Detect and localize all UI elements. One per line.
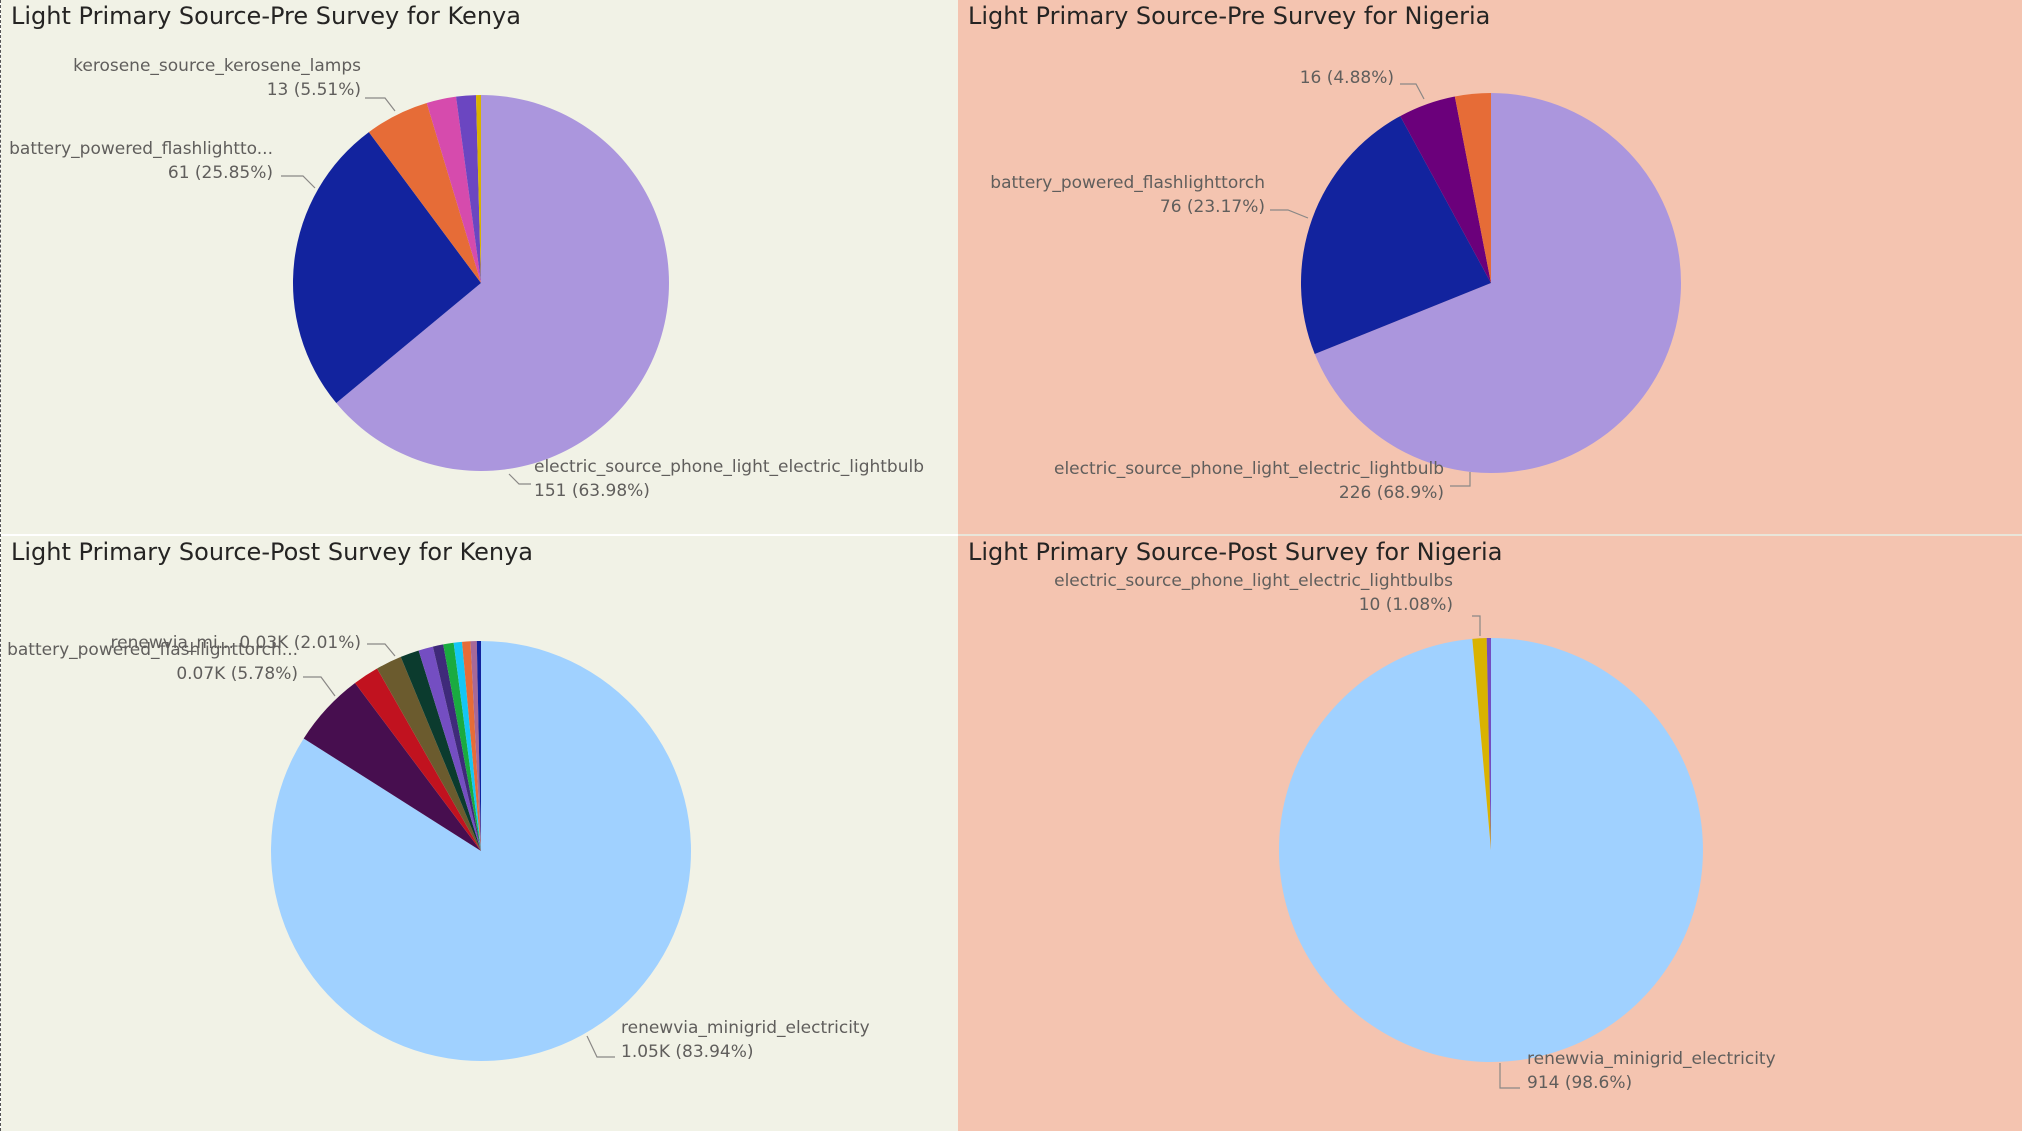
slice-category-label-0: electric_source_phone_light_electric_lig… — [534, 457, 924, 477]
slice-category-label-1: battery_powered_flashlighttorch — [990, 173, 1265, 193]
pie-slice-9[interactable] — [462, 641, 481, 851]
panel-post-nigeria: Light Primary Source-Post Survey for Nig… — [958, 536, 2022, 1131]
pie-slice-0[interactable] — [1314, 93, 1681, 473]
slice-category-label-0: renewvia_minigrid_electricity — [621, 1018, 870, 1038]
pie-slice-10[interactable] — [470, 641, 481, 851]
panel-pre-nigeria: Light Primary Source-Pre Survey for Nige… — [958, 0, 2022, 534]
pie-slice-1[interactable] — [292, 132, 481, 403]
slice-data-label-1: 76 (23.17%) — [1160, 197, 1265, 217]
panel-pre-kenya: Light Primary Source-Pre Survey for Keny… — [1, 0, 958, 534]
panel-divider — [958, 534, 2022, 536]
panel-post-kenya: Light Primary Source-Post Survey for Ken… — [1, 536, 958, 1131]
leader-line-0 — [1450, 472, 1471, 487]
slice-category-label-1: electric_source_phone_light_electric_lig… — [1054, 571, 1453, 591]
pie-slice-8[interactable] — [453, 641, 481, 851]
chart-title: Light Primary Source-Pre Survey for Keny… — [11, 2, 521, 30]
leader-line-1 — [1472, 615, 1481, 636]
chart-title: Light Primary Source-Post Survey for Ken… — [11, 538, 533, 566]
leader-line-2 — [367, 643, 396, 657]
slice-category-label-1: battery_powered_flashlightto... — [9, 139, 273, 159]
pie-slice-2[interactable] — [1486, 637, 1491, 850]
pie-slice-0[interactable] — [1278, 638, 1703, 1062]
pie-slice-3[interactable] — [426, 96, 481, 283]
pie-slice-6[interactable] — [432, 644, 481, 851]
slice-data-label-1: 0.07K (5.78%) — [176, 664, 298, 684]
pie-slice-3[interactable] — [377, 656, 481, 851]
leader-line-1 — [281, 175, 316, 189]
pie-slice-1[interactable] — [303, 682, 481, 851]
slice-data-label-0: 914 (98.6%) — [1527, 1073, 1632, 1093]
chart-title: Light Primary Source-Post Survey for Nig… — [968, 538, 1502, 566]
slice-category-label-2: renewvia_mi... 0.03K (2.01%) — [111, 633, 361, 653]
slice-data-label-0: 1.05K (83.94%) — [621, 1042, 754, 1062]
pie-slice-0[interactable] — [271, 641, 692, 1061]
leader-line-1 — [1270, 209, 1309, 219]
slice-category-label-1: battery_powered_flashlighttorch... — [7, 640, 298, 660]
slice-data-label-1: 61 (25.85%) — [168, 163, 273, 183]
slice-data-label-1: 10 (1.08%) — [1359, 595, 1453, 615]
pie-slice-4[interactable] — [456, 95, 481, 283]
leader-line-1 — [303, 676, 336, 697]
pie-slice-4[interactable] — [400, 650, 481, 851]
pie-slice-7[interactable] — [443, 642, 481, 851]
pie-slice-2[interactable] — [368, 103, 481, 283]
pie-chart-pre-kenya: Light Primary Source-Pre Survey for Keny… — [1, 0, 958, 534]
pie-slice-3[interactable] — [1454, 93, 1491, 283]
pie-slice-5[interactable] — [418, 646, 481, 851]
pie-slice-1[interactable] — [1472, 638, 1491, 850]
pie-slice-5[interactable] — [476, 95, 481, 283]
leader-line-0 — [586, 1035, 615, 1058]
slice-category-label-0: electric_source_phone_light_electric_lig… — [1054, 459, 1444, 479]
pie-chart-pre-nigeria: Light Primary Source-Pre Survey for Nige… — [958, 0, 2022, 534]
leader-line-0 — [1499, 1063, 1520, 1089]
chart-title: Light Primary Source-Pre Survey for Nige… — [968, 2, 1490, 30]
slice-data-label-2: 16 (4.88%) — [1300, 68, 1394, 88]
slice-category-label-2: kerosene_source_kerosene_lamps — [73, 56, 361, 76]
pie-slice-2[interactable] — [355, 668, 481, 851]
pie-slice-0[interactable] — [336, 95, 669, 471]
leader-line-0 — [508, 473, 531, 485]
slice-category-label-0: renewvia_minigrid_electricity — [1527, 1049, 1776, 1069]
page-left-edge — [0, 0, 2, 1131]
leader-line-2 — [1400, 83, 1425, 100]
slice-data-label-0: 151 (63.98%) — [534, 481, 650, 501]
pie-chart-post-kenya: Light Primary Source-Post Survey for Ken… — [1, 536, 958, 1131]
slice-data-label-0: 226 (68.9%) — [1339, 483, 1444, 503]
pie-slice-11[interactable] — [476, 641, 481, 851]
pie-slice-1[interactable] — [1300, 116, 1491, 355]
leader-line-2 — [365, 97, 396, 112]
slice-data-label-2: 13 (5.51%) — [267, 80, 361, 100]
pie-slice-2[interactable] — [1400, 96, 1491, 283]
pie-chart-post-nigeria: Light Primary Source-Post Survey for Nig… — [958, 536, 2022, 1131]
